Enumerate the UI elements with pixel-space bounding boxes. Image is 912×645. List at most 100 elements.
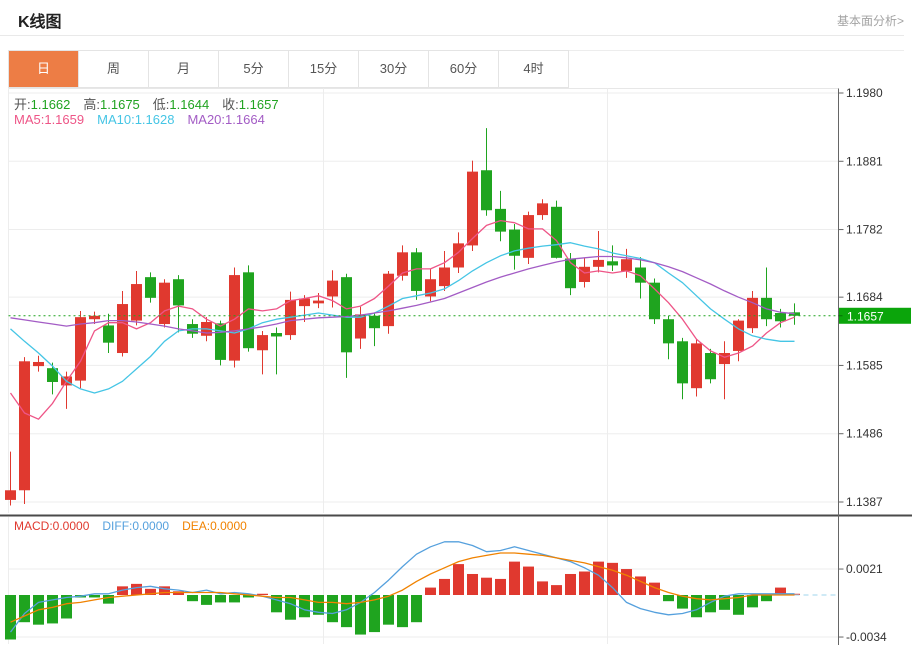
macd-hist-bar [187, 595, 198, 602]
candle-body [229, 275, 240, 361]
candle-body [341, 277, 352, 353]
period-tabbar: 日周月 5分 15分 30分 60分 4时 [8, 50, 569, 88]
candle-body [89, 315, 100, 320]
y-axis-label: 1.1486 [846, 427, 883, 441]
ma-readout: MA5:1.1659 MA10:1.1628 MA20:1.1664 [14, 112, 278, 127]
macd-hist-bar [747, 595, 758, 608]
candle-body [271, 333, 282, 337]
y-axis-label: 1.1881 [846, 154, 883, 168]
macd-hist-bar [663, 595, 674, 602]
tab-日[interactable]: 日 [9, 51, 79, 87]
macd-hist-bar [103, 595, 114, 604]
candle-body [691, 343, 702, 389]
candle-body [369, 315, 380, 329]
candle-body [775, 313, 786, 322]
macd-hist-bar [243, 595, 254, 598]
tab-月[interactable]: 月 [149, 51, 219, 87]
macd-hist-bar [649, 582, 660, 595]
y-axis-label: 1.1684 [846, 290, 883, 304]
candle-body [257, 335, 268, 351]
macd-hist-bar [145, 588, 156, 595]
candle-body [19, 361, 30, 491]
page-title: K线图 [18, 14, 62, 31]
macd-hist-bar [551, 585, 562, 595]
macd-hist-bar [775, 587, 786, 595]
ma-line-ma5 [9, 219, 795, 420]
macd-hist-bar [341, 595, 352, 628]
macd-hist-bar [257, 593, 268, 595]
tab-4时[interactable]: 4时 [523, 61, 544, 76]
candle-body [243, 272, 254, 349]
maRow-item: MA20:1.1664 [187, 112, 265, 127]
ohlcRow-item: 开:1.1662 [14, 97, 71, 112]
macd-hist-bar [425, 587, 436, 595]
macd-hist-bar [677, 595, 688, 609]
tab-30分[interactable]: 30分 [359, 51, 429, 87]
ohlcRow-item: 低:1.1644 [152, 97, 210, 112]
ohlcRow-item: 高:1.1675 [83, 97, 140, 112]
candle-body [607, 261, 618, 266]
y-axis-label: 1.1782 [846, 223, 883, 237]
macd-hist-bar [5, 595, 16, 640]
macd-hist-bar [271, 595, 282, 613]
candle-body [355, 314, 366, 339]
candle-body [565, 258, 576, 289]
macd-hist-bar [411, 595, 422, 623]
header-divider [0, 35, 904, 36]
candle-body [397, 252, 408, 276]
current-price-badge-label: 1.1657 [847, 309, 884, 323]
candle-body [215, 323, 226, 360]
ma-line-ma20 [10, 255, 795, 334]
candle-body [551, 206, 562, 258]
macd-hist-bar [467, 573, 478, 595]
macd-hist-bar [355, 595, 366, 635]
candle-body [159, 282, 170, 325]
macd-axis-label: 0.0021 [846, 562, 883, 576]
macd-hist-bar [299, 595, 310, 618]
candle-body [117, 304, 128, 354]
macd-hist-bar [201, 595, 212, 605]
macd-hist-bar [327, 595, 338, 623]
candle-body [411, 252, 422, 291]
macd-hist-bar [285, 595, 296, 620]
macd-hist-bar [313, 595, 324, 615]
macd-hist-bar [635, 576, 646, 595]
candle-body [733, 320, 744, 351]
fundamental-analysis-link[interactable]: 基本面分析> [836, 14, 904, 28]
candle-body [173, 279, 184, 306]
candle-body [327, 280, 338, 297]
candle-body [131, 284, 142, 321]
maRow-item: MA5:1.1659 [14, 112, 85, 127]
macd-hist-bar [607, 562, 618, 595]
macd-hist-bar [47, 595, 58, 624]
tab-60分[interactable]: 60分 [429, 51, 499, 87]
macd-hist-bar [733, 595, 744, 615]
macd-hist-bar [495, 578, 506, 595]
macd-hist-bar [19, 595, 30, 623]
macd-hist-bar [369, 595, 380, 633]
y-axis-label: 1.1980 [846, 86, 883, 100]
macd-hist-bar [397, 595, 408, 628]
candle-body [663, 319, 674, 344]
candle-body [453, 243, 464, 268]
macdRow-item: DEA:0.0000 [182, 519, 247, 533]
candle-body [509, 229, 520, 256]
candle-body [299, 298, 310, 307]
macd-hist-bar [229, 595, 240, 603]
macd-hist-bar [565, 573, 576, 595]
candle-body [789, 312, 800, 316]
candle-body [621, 259, 632, 271]
macd-hist-bar [593, 561, 604, 595]
macd-hist-bar [439, 578, 450, 595]
tab-周[interactable]: 周 [79, 51, 149, 87]
y-axis-label: 1.1585 [846, 358, 883, 372]
candle-body [383, 273, 394, 327]
macd-hist-bar [621, 569, 632, 595]
macd-hist-bar [131, 583, 142, 595]
tab-15分[interactable]: 15分 [289, 51, 359, 87]
ma-line-ma10 [10, 242, 795, 394]
macd-hist-bar [719, 595, 730, 610]
tab-5分[interactable]: 5分 [219, 51, 289, 87]
